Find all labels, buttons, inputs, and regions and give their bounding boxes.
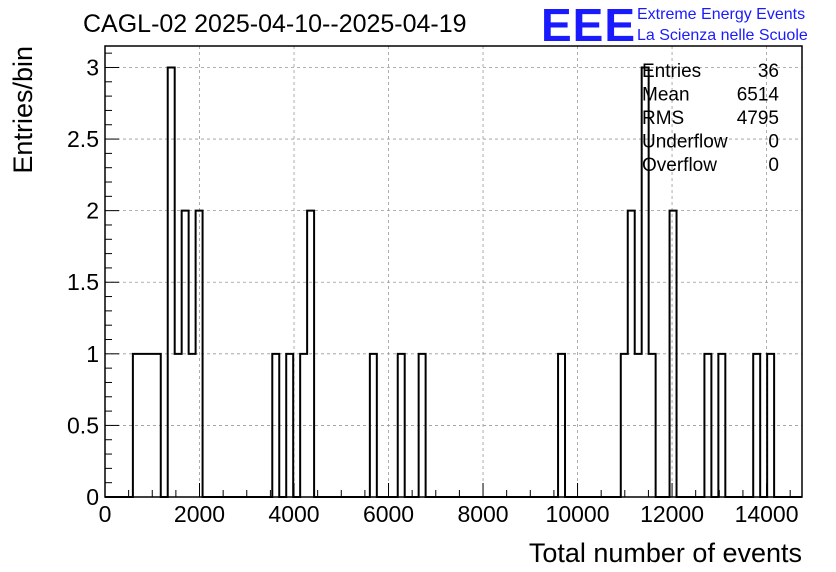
x-tick-label: 4000 (268, 501, 319, 527)
histogram-bar (168, 67, 175, 497)
x-tick-label: 12000 (640, 501, 704, 527)
y-axis-ticks: 0 0.5 1 1.5 2 2.5 3 (67, 52, 119, 510)
eee-branding: EEE Extreme Energy Events La Scienza nel… (541, 0, 808, 51)
histogram-bar (718, 354, 725, 497)
stats-label: Entries (642, 61, 701, 82)
histogram-bar (272, 354, 279, 497)
y-tick-label: 3 (86, 54, 99, 80)
histogram-bar (419, 354, 426, 497)
histogram-bar (628, 211, 635, 497)
histogram-bar (621, 354, 628, 497)
grid-lines (105, 46, 802, 497)
histogram-bar (147, 354, 154, 497)
x-tick-label: 2000 (174, 501, 225, 527)
x-tick-label: 10000 (546, 501, 610, 527)
y-axis-label: Entries/bin (8, 46, 38, 174)
histogram-outline (105, 66, 802, 498)
histogram-bar (189, 354, 196, 497)
histogram-bar (133, 354, 140, 497)
chart-title: CAGL-02 2025-04-10--2025-04-19 (83, 10, 467, 38)
x-tick-label: 6000 (363, 501, 414, 527)
histogram-bar (196, 211, 203, 497)
eee-logo: EEE (541, 0, 636, 51)
stats-value: 0 (768, 155, 779, 176)
x-tick-label: 0 (99, 501, 112, 527)
x-tick-label: 14000 (735, 501, 799, 527)
histogram-bar (670, 211, 677, 497)
histogram-bar (635, 354, 642, 497)
stats-label: Mean (642, 85, 690, 106)
eee-line1: Extreme Energy Events (637, 6, 805, 23)
stats-label: RMS (642, 108, 684, 129)
stats-box: Entries 36 Mean 6514 RMS 4795 Underflow 0 Overfl… (642, 61, 779, 176)
x-axis-label: Total number of events (529, 538, 802, 568)
stats-value: 6514 (737, 85, 780, 106)
x-axis-ticks: 0 2000 4000 6000 8000 10000 12000 14000 (99, 483, 799, 527)
histogram-bar (398, 354, 405, 497)
histogram-bar (300, 354, 307, 497)
histogram-bar (370, 354, 377, 497)
stats-value: 0 (768, 132, 779, 153)
histogram-bar (154, 354, 161, 497)
stats-value: 4795 (737, 108, 779, 129)
y-tick-label: 1.5 (67, 269, 99, 295)
y-tick-label: 2.5 (67, 126, 99, 152)
histogram-bar (704, 354, 711, 497)
histogram-bar (649, 354, 656, 497)
histogram-bar (753, 354, 760, 497)
stats-value: 36 (758, 61, 779, 82)
histogram-bar (307, 211, 314, 497)
histogram-bar (182, 211, 189, 497)
y-tick-label: 0 (86, 484, 99, 510)
eee-line2: La Scienza nelle Scuole (637, 27, 808, 44)
stats-label: Underflow (642, 132, 728, 153)
y-tick-label: 1 (86, 341, 99, 367)
y-tick-label: 2 (86, 198, 99, 224)
x-tick-label: 8000 (457, 501, 508, 527)
histogram-bar (286, 354, 293, 497)
histogram-bar (140, 354, 147, 497)
histogram-bar (767, 354, 774, 497)
stats-label: Overflow (642, 155, 717, 176)
y-tick-label: 0.5 (67, 412, 99, 438)
histogram-bar (175, 354, 182, 497)
plot-frame (104, 45, 803, 498)
histogram-bar (558, 354, 565, 497)
